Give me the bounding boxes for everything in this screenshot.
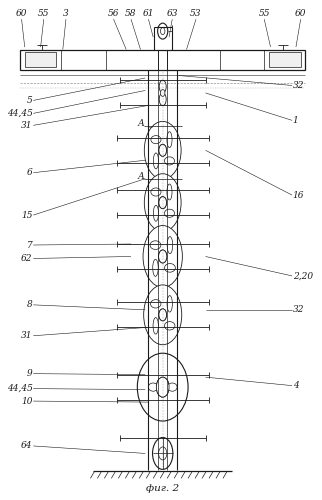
Ellipse shape — [148, 383, 158, 391]
Text: 60: 60 — [295, 8, 307, 18]
Ellipse shape — [167, 296, 172, 312]
Ellipse shape — [153, 206, 158, 221]
Text: 2,20: 2,20 — [293, 272, 313, 280]
Ellipse shape — [150, 241, 161, 250]
Text: 32: 32 — [293, 306, 304, 314]
Text: 53: 53 — [190, 8, 202, 18]
Ellipse shape — [150, 300, 161, 308]
Text: 31: 31 — [21, 121, 33, 130]
Ellipse shape — [165, 157, 175, 165]
Circle shape — [144, 285, 182, 344]
Circle shape — [158, 250, 167, 263]
Ellipse shape — [165, 322, 175, 330]
Ellipse shape — [159, 93, 166, 106]
Circle shape — [143, 226, 182, 288]
Circle shape — [159, 196, 166, 208]
Text: 63: 63 — [166, 8, 178, 18]
Circle shape — [159, 144, 166, 156]
Text: 4: 4 — [293, 381, 298, 390]
Ellipse shape — [167, 236, 173, 254]
Circle shape — [144, 174, 181, 232]
Circle shape — [158, 23, 168, 39]
Text: 60: 60 — [16, 8, 27, 18]
Text: 64: 64 — [21, 442, 33, 450]
Bar — [20, 50, 306, 70]
Circle shape — [159, 309, 166, 321]
Ellipse shape — [153, 260, 158, 276]
Text: 55: 55 — [259, 8, 270, 18]
Circle shape — [159, 309, 166, 321]
Circle shape — [160, 28, 165, 34]
Circle shape — [160, 90, 165, 96]
Text: 32: 32 — [293, 81, 304, 90]
Ellipse shape — [165, 264, 175, 272]
Text: 62: 62 — [21, 254, 33, 263]
Circle shape — [156, 377, 169, 397]
Ellipse shape — [153, 153, 158, 169]
Text: 16: 16 — [293, 190, 304, 200]
Circle shape — [159, 196, 166, 208]
Text: 10: 10 — [21, 396, 33, 406]
Ellipse shape — [167, 184, 172, 200]
Ellipse shape — [165, 209, 175, 218]
Text: 1: 1 — [293, 116, 298, 125]
Text: 44,45: 44,45 — [7, 109, 33, 118]
Text: 3: 3 — [63, 8, 69, 18]
Circle shape — [153, 438, 173, 470]
Ellipse shape — [167, 132, 172, 148]
Ellipse shape — [151, 136, 161, 143]
Text: 56: 56 — [108, 8, 119, 18]
Ellipse shape — [153, 318, 158, 334]
Text: А: А — [137, 172, 144, 180]
Text: А: А — [137, 120, 144, 128]
Text: 8: 8 — [27, 300, 33, 310]
Text: 9: 9 — [27, 369, 33, 378]
Text: 5: 5 — [27, 96, 33, 105]
Circle shape — [156, 377, 169, 397]
Text: |–: |– — [147, 174, 154, 182]
Circle shape — [158, 250, 167, 263]
Bar — [25, 52, 56, 67]
Text: фиг. 2: фиг. 2 — [146, 484, 179, 493]
Text: 15: 15 — [21, 210, 33, 220]
Text: 7: 7 — [27, 240, 33, 250]
Bar — [269, 52, 301, 67]
Circle shape — [144, 122, 181, 179]
Circle shape — [159, 144, 166, 156]
Text: 6: 6 — [27, 168, 33, 177]
Ellipse shape — [137, 353, 188, 421]
Ellipse shape — [159, 80, 166, 93]
Text: |–: |– — [147, 122, 154, 130]
Ellipse shape — [167, 383, 177, 391]
Circle shape — [158, 447, 167, 460]
Ellipse shape — [151, 188, 161, 196]
Text: 55: 55 — [38, 8, 50, 18]
Text: 31: 31 — [21, 332, 33, 340]
Text: 58: 58 — [125, 8, 137, 18]
Text: 61: 61 — [143, 8, 154, 18]
Text: 44,45: 44,45 — [7, 384, 33, 393]
